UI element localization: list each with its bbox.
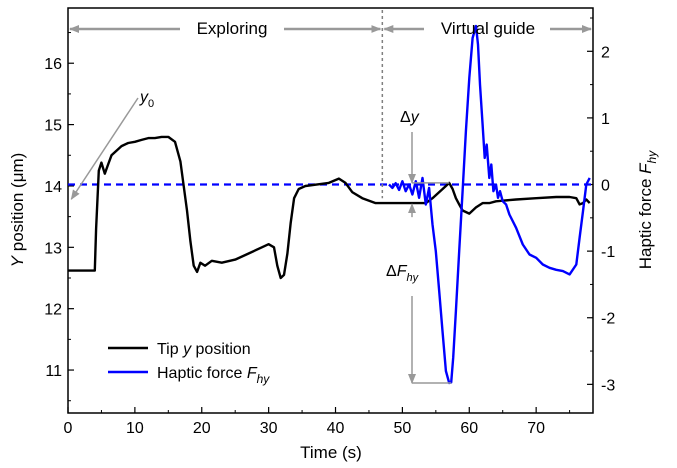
annotation-delta-y: Δy [400, 109, 420, 126]
series-tip-position-line [68, 135, 591, 280]
series-haptic-force-line [388, 24, 591, 385]
annotation-delta-f: ΔFhy [386, 263, 420, 284]
x-tick-label: 60 [460, 420, 478, 437]
x-tick-label: 50 [393, 420, 411, 437]
right-axis-ticks: -3 -2 -1 0 1 2 [587, 17, 615, 394]
y-left-tick-label: 12 [44, 302, 62, 319]
data-series [68, 24, 591, 385]
x-tick-label: 30 [260, 420, 278, 437]
y-left-tick-label: 16 [44, 56, 62, 73]
y0-arrow [70, 97, 139, 200]
y-right-axis-title: Haptic force Fhy [636, 150, 659, 270]
y-left-tick-label: 14 [44, 179, 62, 196]
x-tick-label: 20 [193, 420, 211, 437]
legend-label-force: Haptic force Fhy [157, 365, 270, 386]
left-axis-ticks: 11 12 13 14 15 16 [44, 32, 74, 402]
x-axis-title: Time (s) [300, 443, 362, 462]
x-axis-ticks: 0 10 20 30 40 50 60 70 [64, 407, 571, 437]
x-tick-label: 70 [527, 420, 545, 437]
plot-frame [67, 7, 594, 414]
y-right-tick-label: -1 [601, 244, 615, 261]
y-left-tick-label: 15 [44, 118, 62, 135]
x-tick-label: 10 [126, 420, 144, 437]
y-left-tick-label: 11 [45, 363, 62, 380]
y-right-tick-label: 1 [601, 111, 610, 128]
x-tick-label: 40 [327, 420, 345, 437]
y-left-axis-title: Y position (μm) [8, 153, 27, 268]
y-right-tick-label: 0 [601, 178, 610, 195]
x-tick-label: 0 [64, 420, 73, 437]
y-left-tick-label: 13 [44, 240, 62, 257]
legend: Tip y position Haptic force Fhy [108, 341, 270, 386]
legend-label-position: Tip y position [157, 341, 251, 358]
y-right-tick-label: 2 [601, 44, 610, 61]
phase-label-exploring: Exploring [197, 19, 268, 38]
phase-label-virtual-guide: Virtual guide [441, 19, 535, 38]
y-right-tick-label: -2 [601, 311, 615, 328]
annotations [70, 97, 452, 385]
annotation-y0: y0 [139, 89, 154, 110]
y-right-tick-label: -3 [601, 377, 615, 394]
